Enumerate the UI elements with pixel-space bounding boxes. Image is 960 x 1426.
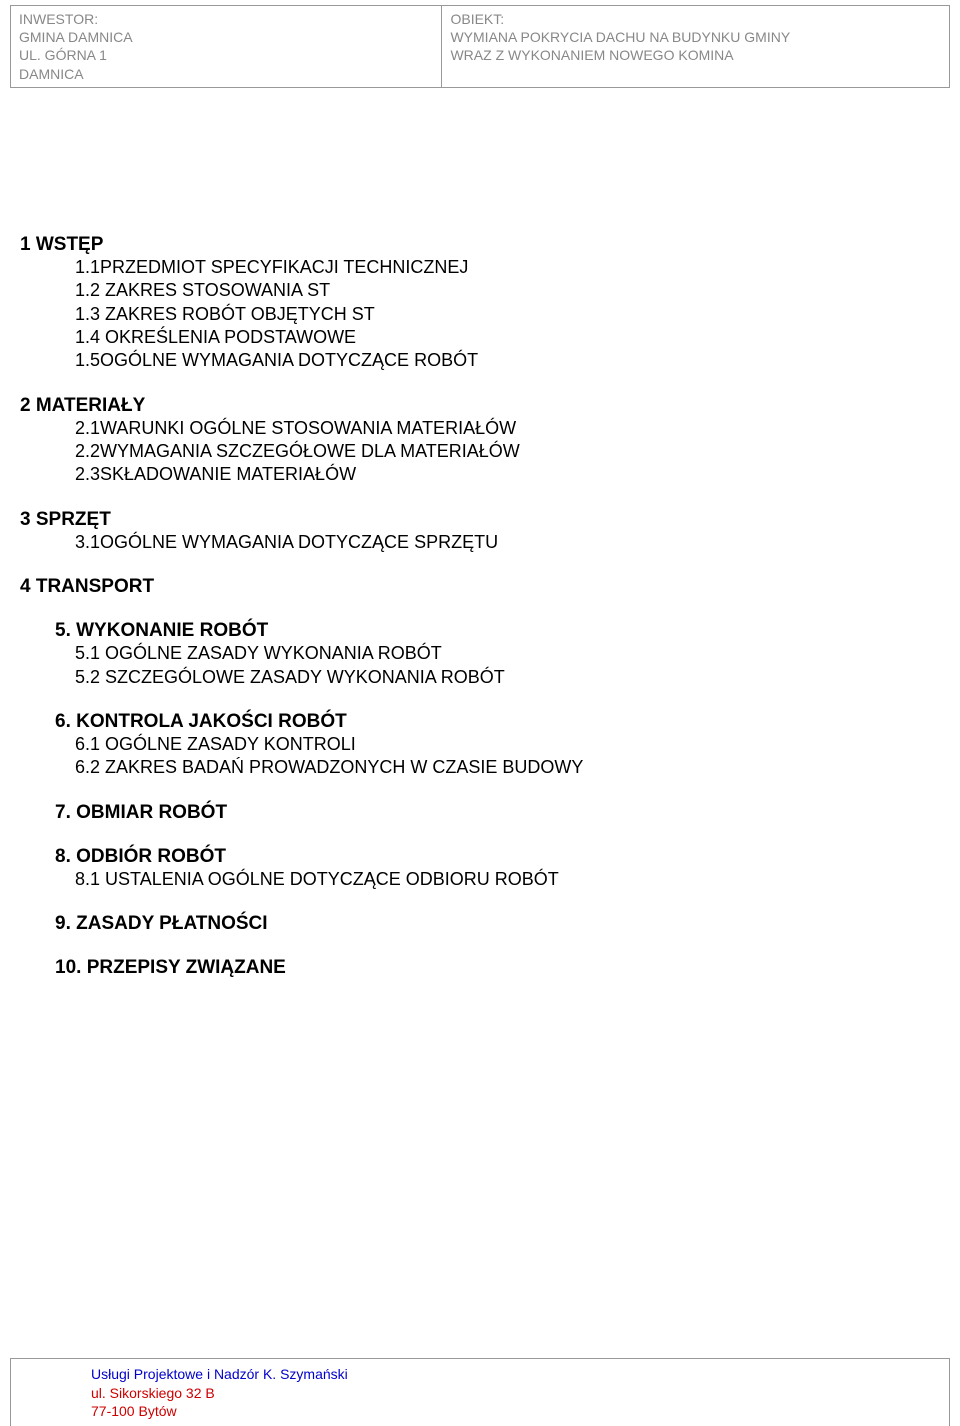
investor-label: INWESTOR:	[19, 10, 433, 28]
investor-line2: UL. GÓRNA 1	[19, 46, 433, 64]
footer-company: Usługi Projektowe i Nadzór K. Szymański	[91, 1365, 949, 1383]
header-table: INWESTOR: GMINA DAMNICA UL. GÓRNA 1 DAMN…	[10, 5, 950, 88]
section-5-title: 5. WYKONANIE ROBÓT	[55, 620, 940, 642]
object-line1: WYMIANA POKRYCIA DACHU NA BUDYNKU GMINY	[450, 28, 941, 46]
section-8-title: 8. ODBIÓR ROBÓT	[55, 846, 940, 868]
section-4-title: 4 TRANSPORT	[20, 576, 940, 598]
toc-item: 6.2 ZAKRES BADAŃ PROWADZONYCH W CZASIE B…	[75, 756, 940, 779]
footer-address: ul. Sikorskiego 32 B	[91, 1384, 949, 1402]
header-investor-cell: INWESTOR: GMINA DAMNICA UL. GÓRNA 1 DAMN…	[11, 6, 442, 87]
toc-item: 1.1PRZEDMIOT SPECYFIKACJI TECHNICZNEJ	[75, 256, 940, 279]
toc-item: 1.4 OKREŚLENIA PODSTAWOWE	[75, 326, 940, 349]
footer-city: 77-100 Bytów	[91, 1402, 949, 1420]
section-6-title: 6. KONTROLA JAKOŚCI ROBÓT	[55, 711, 940, 733]
section-10-title: 10. PRZEPISY ZWIĄZANE	[55, 957, 940, 979]
section-7-title: 7. OBMIAR ROBÓT	[55, 802, 940, 824]
header-object-cell: OBIEKT: WYMIANA POKRYCIA DACHU NA BUDYNK…	[442, 6, 949, 87]
object-line2: WRAZ Z WYKONANIEM NOWEGO KOMINA	[450, 46, 941, 64]
toc-item: 1.2 ZAKRES STOSOWANIA ST	[75, 279, 940, 302]
toc-item: 5.2 SZCZEGÓLOWE ZASADY WYKONANIA ROBÓT	[75, 666, 940, 689]
object-label: OBIEKT:	[450, 10, 941, 28]
toc-item: 5.1 OGÓLNE ZASADY WYKONANIA ROBÓT	[75, 642, 940, 665]
toc-item: 2.1WARUNKI OGÓLNE STOSOWANIA MATERIAŁÓW	[75, 417, 940, 440]
toc-item: 3.1OGÓLNE WYMAGANIA DOTYCZĄCE SPRZĘTU	[75, 531, 940, 554]
section-2-title: 2 MATERIAŁY	[20, 395, 940, 417]
toc-item: 2.3SKŁADOWANIE MATERIAŁÓW	[75, 463, 940, 486]
toc-item: 1.5OGÓLNE WYMAGANIA DOTYCZĄCE ROBÓT	[75, 349, 940, 372]
toc-item: 6.1 OGÓLNE ZASADY KONTROLI	[75, 733, 940, 756]
section-3-title: 3 SPRZĘT	[20, 509, 940, 531]
footer-box: Usługi Projektowe i Nadzór K. Szymański …	[10, 1358, 950, 1426]
section-9-title: 9. ZASADY PŁATNOŚCI	[55, 913, 940, 935]
investor-line1: GMINA DAMNICA	[19, 28, 433, 46]
section-1-title: 1 WSTĘP	[20, 234, 940, 256]
document-content: 1 WSTĘP 1.1PRZEDMIOT SPECYFIKACJI TECHNI…	[0, 88, 960, 979]
toc-item: 8.1 USTALENIA OGÓLNE DOTYCZĄCE ODBIORU R…	[75, 868, 940, 891]
investor-line3: DAMNICA	[19, 65, 433, 83]
toc-item: 1.3 ZAKRES ROBÓT OBJĘTYCH ST	[75, 303, 940, 326]
toc-item: 2.2WYMAGANIA SZCZEGÓŁOWE DLA MATERIAŁÓW	[75, 440, 940, 463]
